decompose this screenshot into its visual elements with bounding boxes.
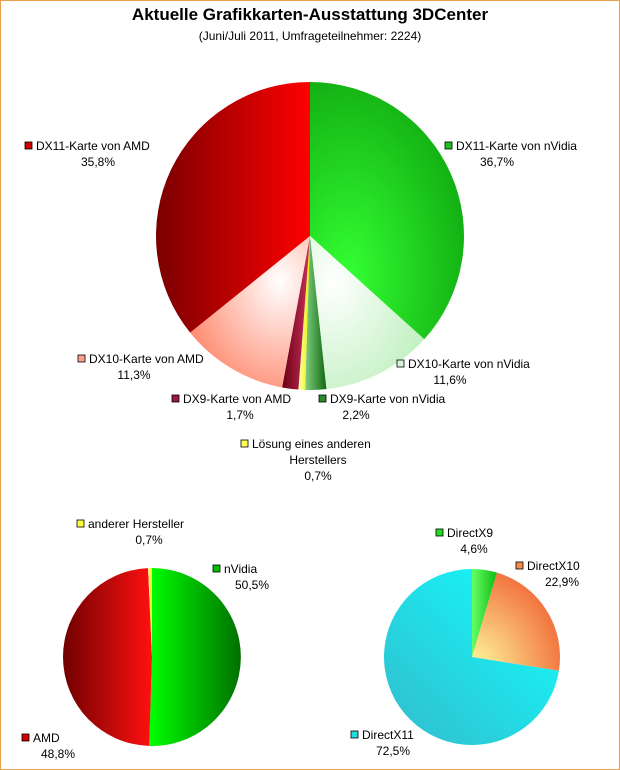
legend-swatch <box>318 394 327 403</box>
legend-swatch <box>444 141 453 150</box>
slice-label-text: nVidia <box>224 562 257 576</box>
legend-label-dx10-karte-von-nvidia: DX10-Karte von nVidia 11,6% <box>396 357 530 387</box>
slice-label-text: DX10-Karte von AMD <box>89 352 204 366</box>
pie-slice-directx10 <box>472 572 561 671</box>
slice-label-text: DirectX11 <box>362 728 414 742</box>
pie-slice-anderer-hersteller <box>148 568 152 657</box>
legend-label-amd: AMD 48,8% <box>21 731 75 761</box>
slice-value-text: 0,7% <box>304 469 332 483</box>
legend-swatch <box>21 733 30 742</box>
slice-label-text: Lösung eines anderen <box>252 437 371 451</box>
legend-swatch <box>396 359 405 368</box>
slice-value-text: 72,5% <box>376 744 410 758</box>
pie-slice-dx10-karte-von-amd <box>190 236 310 388</box>
legend-label-anderer-hersteller: anderer Hersteller 0,7% <box>76 517 184 547</box>
pie-slice-dx10-karte-von-nvidia <box>310 236 425 390</box>
slice-value-text: 11,3% <box>117 368 150 382</box>
slice-label-text: DirectX9 <box>447 526 493 540</box>
legend-swatch <box>515 561 524 570</box>
slice-label-text: DX11-Karte von nVidia <box>456 139 577 153</box>
legend-swatch <box>350 730 359 739</box>
slice-value-text: 0,7% <box>135 533 163 547</box>
pie-slice-directx11 <box>384 569 559 746</box>
pie-slice-nvidia <box>149 568 241 746</box>
slice-label-text: DX9-Karte von nVidia <box>330 392 446 406</box>
legend-swatch <box>212 564 221 573</box>
legend-label-dx9-karte-von-nvidia: DX9-Karte von nVidia 2,2% <box>318 392 446 422</box>
pie-slice-dx11-karte-von-nvidia <box>310 82 465 340</box>
pie-slice-dx11-karte-von-amd <box>156 82 310 333</box>
legend-label-directx9: DirectX9 4,6% <box>435 526 493 556</box>
page-subtitle: (Juni/Juli 2011, Umfrageteilnehmer: 2224… <box>198 29 422 43</box>
legend-label-dx11-karte-von-nvidia: DX11-Karte von nVidia 36,7% <box>444 139 577 169</box>
legend-label-dx11-karte-von-amd: DX11-Karte von AMD 35,8% <box>24 139 150 169</box>
legend-label-loesung-eines-anderen-herstellers: Lösung eines anderen Herstellers 0,7% <box>240 437 371 483</box>
slice-label-text: DirectX10 <box>527 559 580 573</box>
pie-slice-loesung-eines-anderen-herstellers <box>298 236 310 390</box>
legend-label-dx10-karte-von-amd: DX10-Karte von AMD 11,3% <box>77 352 204 382</box>
pie-slice-dx9-karte-von-nvidia <box>305 236 327 390</box>
slice-label-text: anderer Hersteller <box>88 517 184 531</box>
pie-slice-amd <box>63 568 153 746</box>
slice-label-text: DX10-Karte von nVidia <box>408 357 530 371</box>
legend-swatch <box>240 439 249 448</box>
legend-label-directx11: DirectX11 72,5% <box>350 728 414 758</box>
slice-label-text: Herstellers <box>289 453 346 467</box>
legend-label-directx10: DirectX10 22,9% <box>515 559 580 589</box>
slice-label-text: AMD <box>33 731 60 745</box>
legend-swatch <box>171 394 180 403</box>
pie-slice-directx9 <box>472 569 498 657</box>
pie-slice-dx9-karte-von-amd <box>282 236 310 390</box>
legend-swatch <box>76 519 85 528</box>
legend-swatch <box>435 528 444 537</box>
legend-swatch <box>24 141 33 150</box>
slice-value-text: 1,7% <box>226 408 254 422</box>
slice-value-text: 4,6% <box>460 542 488 556</box>
slice-value-text: 22,9% <box>545 575 579 589</box>
page-title: Aktuelle Grafikkarten-Ausstattung 3DCent… <box>131 5 489 24</box>
slice-label-text: DX9-Karte von AMD <box>183 392 291 406</box>
slice-value-text: 11,6% <box>433 373 466 387</box>
slice-label-text: DX11-Karte von AMD <box>36 139 150 153</box>
legend-label-nvidia: nVidia 50,5% <box>212 562 269 592</box>
legend-swatch <box>77 354 86 363</box>
slice-value-text: 50,5% <box>235 578 269 592</box>
slice-value-text: 36,7% <box>480 155 514 169</box>
slice-value-text: 48,8% <box>41 747 75 761</box>
legend-label-dx9-karte-von-amd: DX9-Karte von AMD 1,7% <box>171 392 291 422</box>
slice-value-text: 2,2% <box>342 408 370 422</box>
slice-value-text: 35,8% <box>81 155 115 169</box>
